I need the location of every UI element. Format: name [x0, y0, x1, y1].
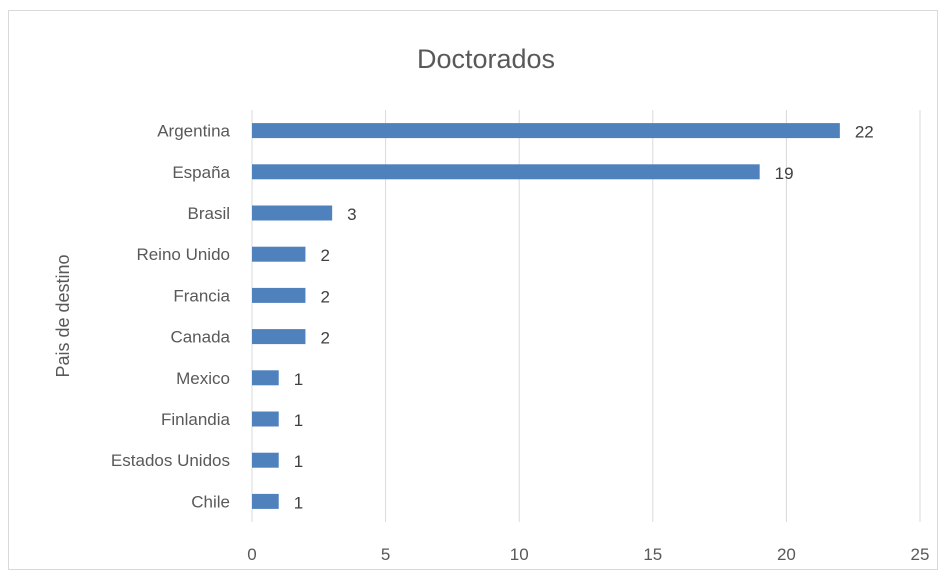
- category-label: Canada: [170, 328, 230, 347]
- chart-container: [8, 10, 938, 570]
- category-label: Reino Unido: [136, 245, 230, 264]
- x-tick-label: 0: [247, 545, 256, 564]
- bar: [252, 411, 279, 427]
- data-label: 1: [294, 411, 303, 430]
- data-label: 1: [294, 493, 303, 512]
- chart-title: Doctorados: [417, 44, 555, 74]
- category-label: Mexico: [176, 369, 230, 388]
- category-label: Finlandia: [161, 410, 231, 429]
- category-label: Estados Unidos: [111, 451, 230, 470]
- x-tick-label: 10: [510, 545, 529, 564]
- x-tick-label: 25: [911, 545, 930, 564]
- bar: [252, 329, 306, 345]
- data-label: 3: [347, 205, 356, 224]
- bar: [252, 370, 279, 386]
- category-label: Francia: [173, 286, 230, 305]
- bar: [252, 123, 840, 139]
- data-label: 2: [320, 246, 329, 265]
- category-label: Chile: [191, 492, 230, 511]
- bar: [252, 205, 333, 221]
- category-label: Brasil: [187, 204, 230, 223]
- data-label: 22: [855, 123, 874, 142]
- data-label: 19: [775, 164, 794, 183]
- category-label: España: [172, 163, 230, 182]
- data-label: 2: [320, 329, 329, 348]
- x-tick-label: 20: [777, 545, 796, 564]
- x-tick-label: 5: [381, 545, 390, 564]
- x-tick-label: 15: [643, 545, 662, 564]
- bar: [252, 287, 306, 303]
- bars: [252, 123, 840, 509]
- y-axis-label: Pais de destino: [53, 254, 73, 377]
- bar: [252, 164, 760, 180]
- data-label: 2: [320, 287, 329, 306]
- bar: [252, 493, 279, 509]
- category-label: Argentina: [157, 122, 230, 141]
- data-label: 1: [294, 370, 303, 389]
- data-label: 1: [294, 452, 303, 471]
- bar: [252, 246, 306, 262]
- bar: [252, 452, 279, 468]
